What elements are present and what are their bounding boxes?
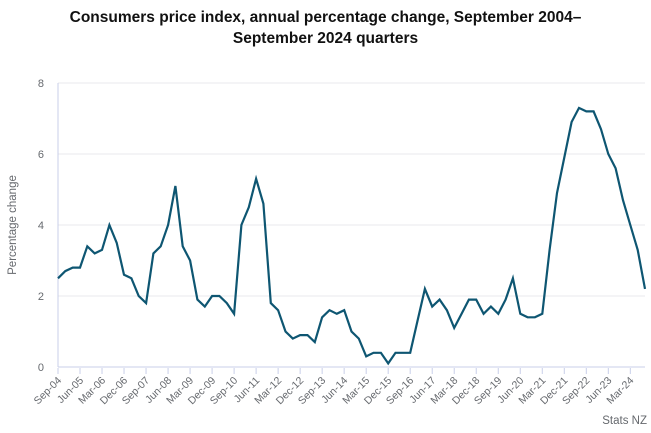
chart-title: Consumers price index, annual percentage… — [69, 9, 582, 47]
source-attribution: Stats NZ — [602, 415, 647, 427]
axes-layer — [57, 83, 645, 374]
gridlines-layer — [58, 82, 645, 297]
y-axis-title: Percentage change — [7, 175, 19, 275]
cpi-series-line — [57, 106, 647, 366]
y-tick-label-4: 4 — [38, 220, 44, 232]
y-tick-label-6: 6 — [38, 149, 44, 161]
data-series-layer — [57, 106, 647, 366]
y-tick-label-0: 0 — [38, 362, 44, 374]
tick-labels-layer: 02468Sep-04Jun-05Mar-06Dec-06Sep-07Jun-0… — [32, 78, 637, 407]
y-tick-label-2: 2 — [38, 291, 44, 303]
y-tick-label-8: 8 — [38, 78, 44, 90]
